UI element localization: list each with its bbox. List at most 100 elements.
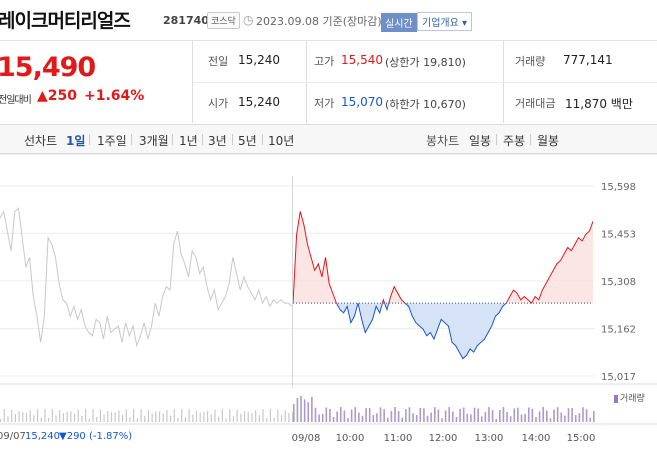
volume-legend-swatch	[614, 394, 618, 403]
today-volume-bar	[538, 411, 541, 422]
x-axis-ticks: 09/08 10:00 11:00 12:00 13:00 14:00 15:00	[292, 433, 596, 444]
period-3y[interactable]: 3년	[208, 134, 227, 148]
prev-day-line	[0, 207, 293, 348]
price-lines	[0, 207, 593, 360]
today-volume-bar	[499, 410, 501, 422]
x-tick-label: 11:00	[384, 433, 413, 444]
prev-volume-bar	[184, 417, 187, 422]
prev-volume-bar	[29, 410, 31, 422]
today-volume-bar	[491, 410, 494, 422]
prev-volume-bar	[258, 415, 260, 422]
prev-volume-bar	[51, 409, 53, 422]
today-volume-bar	[560, 412, 563, 422]
x-tick-label: 15:00	[567, 433, 596, 444]
today-volume-bar	[350, 409, 353, 422]
prev-volume-bar	[177, 418, 179, 422]
realtime-button[interactable]: 실시간	[381, 13, 417, 32]
today-volume-bar	[361, 415, 364, 422]
period-bar: 선차트 1일 1주일 3개월 1년 3년 5년 10년 봉차트 일봉 주봉 월봉	[0, 124, 657, 154]
today-volume-bar	[571, 407, 573, 422]
candle-monthly[interactable]: 월봉	[537, 134, 560, 148]
amount-label: 거래대금	[515, 97, 556, 110]
period-3m[interactable]: 3개월	[139, 134, 169, 148]
prev-close-label: 전일	[208, 55, 229, 68]
today-volume-bar	[339, 407, 342, 422]
prev-volume-bar	[88, 418, 90, 422]
today-volume-bar	[470, 414, 472, 422]
high-value: 15,540	[341, 53, 383, 67]
today-volume-bar	[585, 409, 588, 422]
today-volume-bar	[311, 396, 313, 422]
today-volume-bar	[307, 402, 310, 422]
prev-volume-bar	[162, 413, 164, 422]
open-label: 시가	[208, 97, 229, 110]
chart-grid	[0, 154, 657, 425]
today-volume-bar	[506, 412, 508, 422]
period-1d[interactable]: 1일	[66, 134, 86, 148]
prev-volume-bar	[62, 413, 65, 422]
period-1w[interactable]: 1주일	[97, 134, 127, 148]
today-volume-bar	[567, 408, 570, 422]
today-volume-bar	[401, 417, 404, 422]
y-tick-label: 15,017	[601, 372, 636, 383]
today-volume-bar	[524, 413, 526, 422]
today-volume-bar	[513, 408, 516, 422]
prev-volume-bar	[144, 415, 146, 422]
today-volume-bar	[300, 396, 302, 422]
volume-value: 777,141	[563, 53, 613, 67]
prev-volume-bar	[103, 414, 105, 422]
today-volume-bar	[318, 414, 320, 422]
summary-divider	[192, 41, 193, 123]
prev-volume-bar	[110, 412, 113, 422]
today-volume-bar	[347, 418, 349, 422]
down-area	[293, 303, 593, 359]
x-tick-label: 12:00	[429, 433, 458, 444]
prev-volume-bar	[99, 409, 101, 422]
today-volume-bar	[433, 407, 436, 422]
today-volume-bar	[549, 418, 552, 422]
period-10y[interactable]: 10년	[268, 134, 295, 148]
prev-volume-bar	[269, 409, 272, 422]
candle-daily[interactable]: 일봉	[469, 134, 492, 148]
line-chart-label: 선차트	[24, 134, 58, 148]
today-volume-bar	[423, 408, 425, 422]
prev-volume-bar	[85, 409, 87, 422]
prev-volume-bar	[173, 409, 175, 422]
today-volume-bar	[473, 407, 476, 422]
prev-volume-bar	[14, 414, 16, 422]
prev-volume-bar	[203, 412, 205, 422]
prev-volume-bar	[3, 409, 5, 422]
volume-legend: 거래량	[614, 391, 645, 404]
today-volume-bar	[412, 413, 414, 422]
prev-volume-bar	[18, 411, 20, 422]
today-volume-bar	[336, 411, 338, 422]
prev-volume-bar	[158, 411, 161, 422]
prev-volume-bar	[77, 409, 79, 422]
candle-weekly[interactable]: 주봉	[503, 134, 526, 148]
prev-volume-bar	[36, 409, 39, 422]
today-volume-bar	[520, 414, 523, 422]
today-volume-bar	[466, 413, 469, 422]
prev-volume-bar	[55, 415, 57, 422]
today-volume-bar	[477, 408, 479, 422]
volume-label: 거래량	[515, 55, 546, 68]
prev-volume-bar	[155, 411, 157, 422]
company-info-dropdown[interactable]: 기업개요 ▾	[417, 12, 472, 31]
price-chart[interactable]: 15,598 15,453 15,308 15,162 15,017 09/08 10:0…	[0, 154, 657, 458]
today-volume-bar	[484, 412, 487, 422]
period-5y[interactable]: 5년	[238, 134, 257, 148]
today-volume-bar	[296, 398, 299, 422]
period-1y[interactable]: 1년	[179, 134, 198, 148]
prev-volume-bar	[44, 409, 46, 422]
prev-volume-bar	[214, 409, 216, 422]
open-value: 15,240	[238, 95, 280, 109]
prev-volume-bar	[7, 416, 9, 422]
prev-volume-bar	[136, 418, 138, 422]
candle-chart-label: 봉차트	[426, 134, 460, 148]
today-volume-bar	[379, 407, 382, 422]
today-volume-bar	[437, 409, 440, 422]
y-tick-label: 15,308	[601, 277, 636, 288]
y-axis-ticks: 15,598 15,453 15,308 15,162 15,017	[601, 182, 636, 383]
upper-limit: (상한가 19,810)	[385, 56, 466, 69]
prev-volume-bar	[280, 415, 283, 422]
